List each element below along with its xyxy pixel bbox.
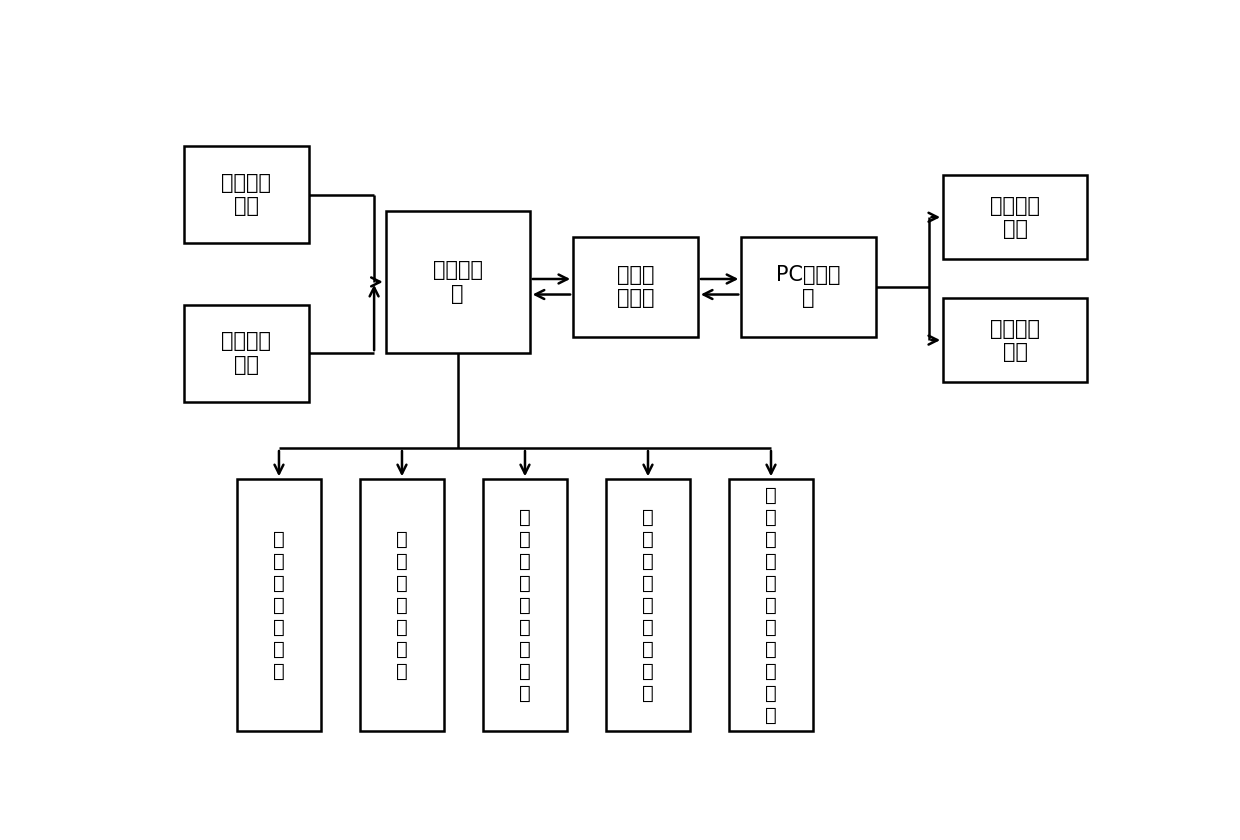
Text: 数据采集
仪: 数据采集 仪 [433, 260, 482, 303]
Text: 物
料
投
加
设
备
电
流
控
制
器: 物 料 投 加 设 备 电 流 控 制 器 [765, 486, 777, 725]
Text: 数据存储
设备: 数据存储 设备 [990, 196, 1040, 239]
Bar [573, 237, 698, 337]
Bar [742, 237, 875, 337]
Text: 搅
拌
设
备
电
流
控
制
器: 搅 拌 设 备 电 流 控 制 器 [642, 508, 653, 703]
Text: 水质监测
设备: 水质监测 设备 [221, 173, 272, 216]
Bar [386, 211, 529, 353]
Bar [360, 479, 444, 732]
Text: 曝
气
设
备
电
流
控
制
器: 曝 气 设 备 电 流 控 制 器 [520, 508, 531, 703]
Bar [184, 146, 309, 243]
Text: 电子显示
设备: 电子显示 设备 [990, 318, 1040, 362]
Bar [237, 479, 321, 732]
Text: 电
动
阀
门
控
制
器: 电 动 阀 门 控 制 器 [273, 530, 285, 680]
Bar [184, 305, 309, 402]
Bar [605, 479, 691, 732]
Text: 水量监测
设备: 水量监测 设备 [221, 332, 272, 375]
Bar [482, 479, 567, 732]
Bar [729, 479, 813, 732]
Text: PC处理设
备: PC处理设 备 [776, 265, 841, 308]
Text: 水
泵
电
流
控
制
器: 水 泵 电 流 控 制 器 [396, 530, 408, 680]
Bar [942, 176, 1087, 260]
Bar [942, 298, 1087, 382]
Text: 数据传
输设备: 数据传 输设备 [616, 265, 655, 308]
